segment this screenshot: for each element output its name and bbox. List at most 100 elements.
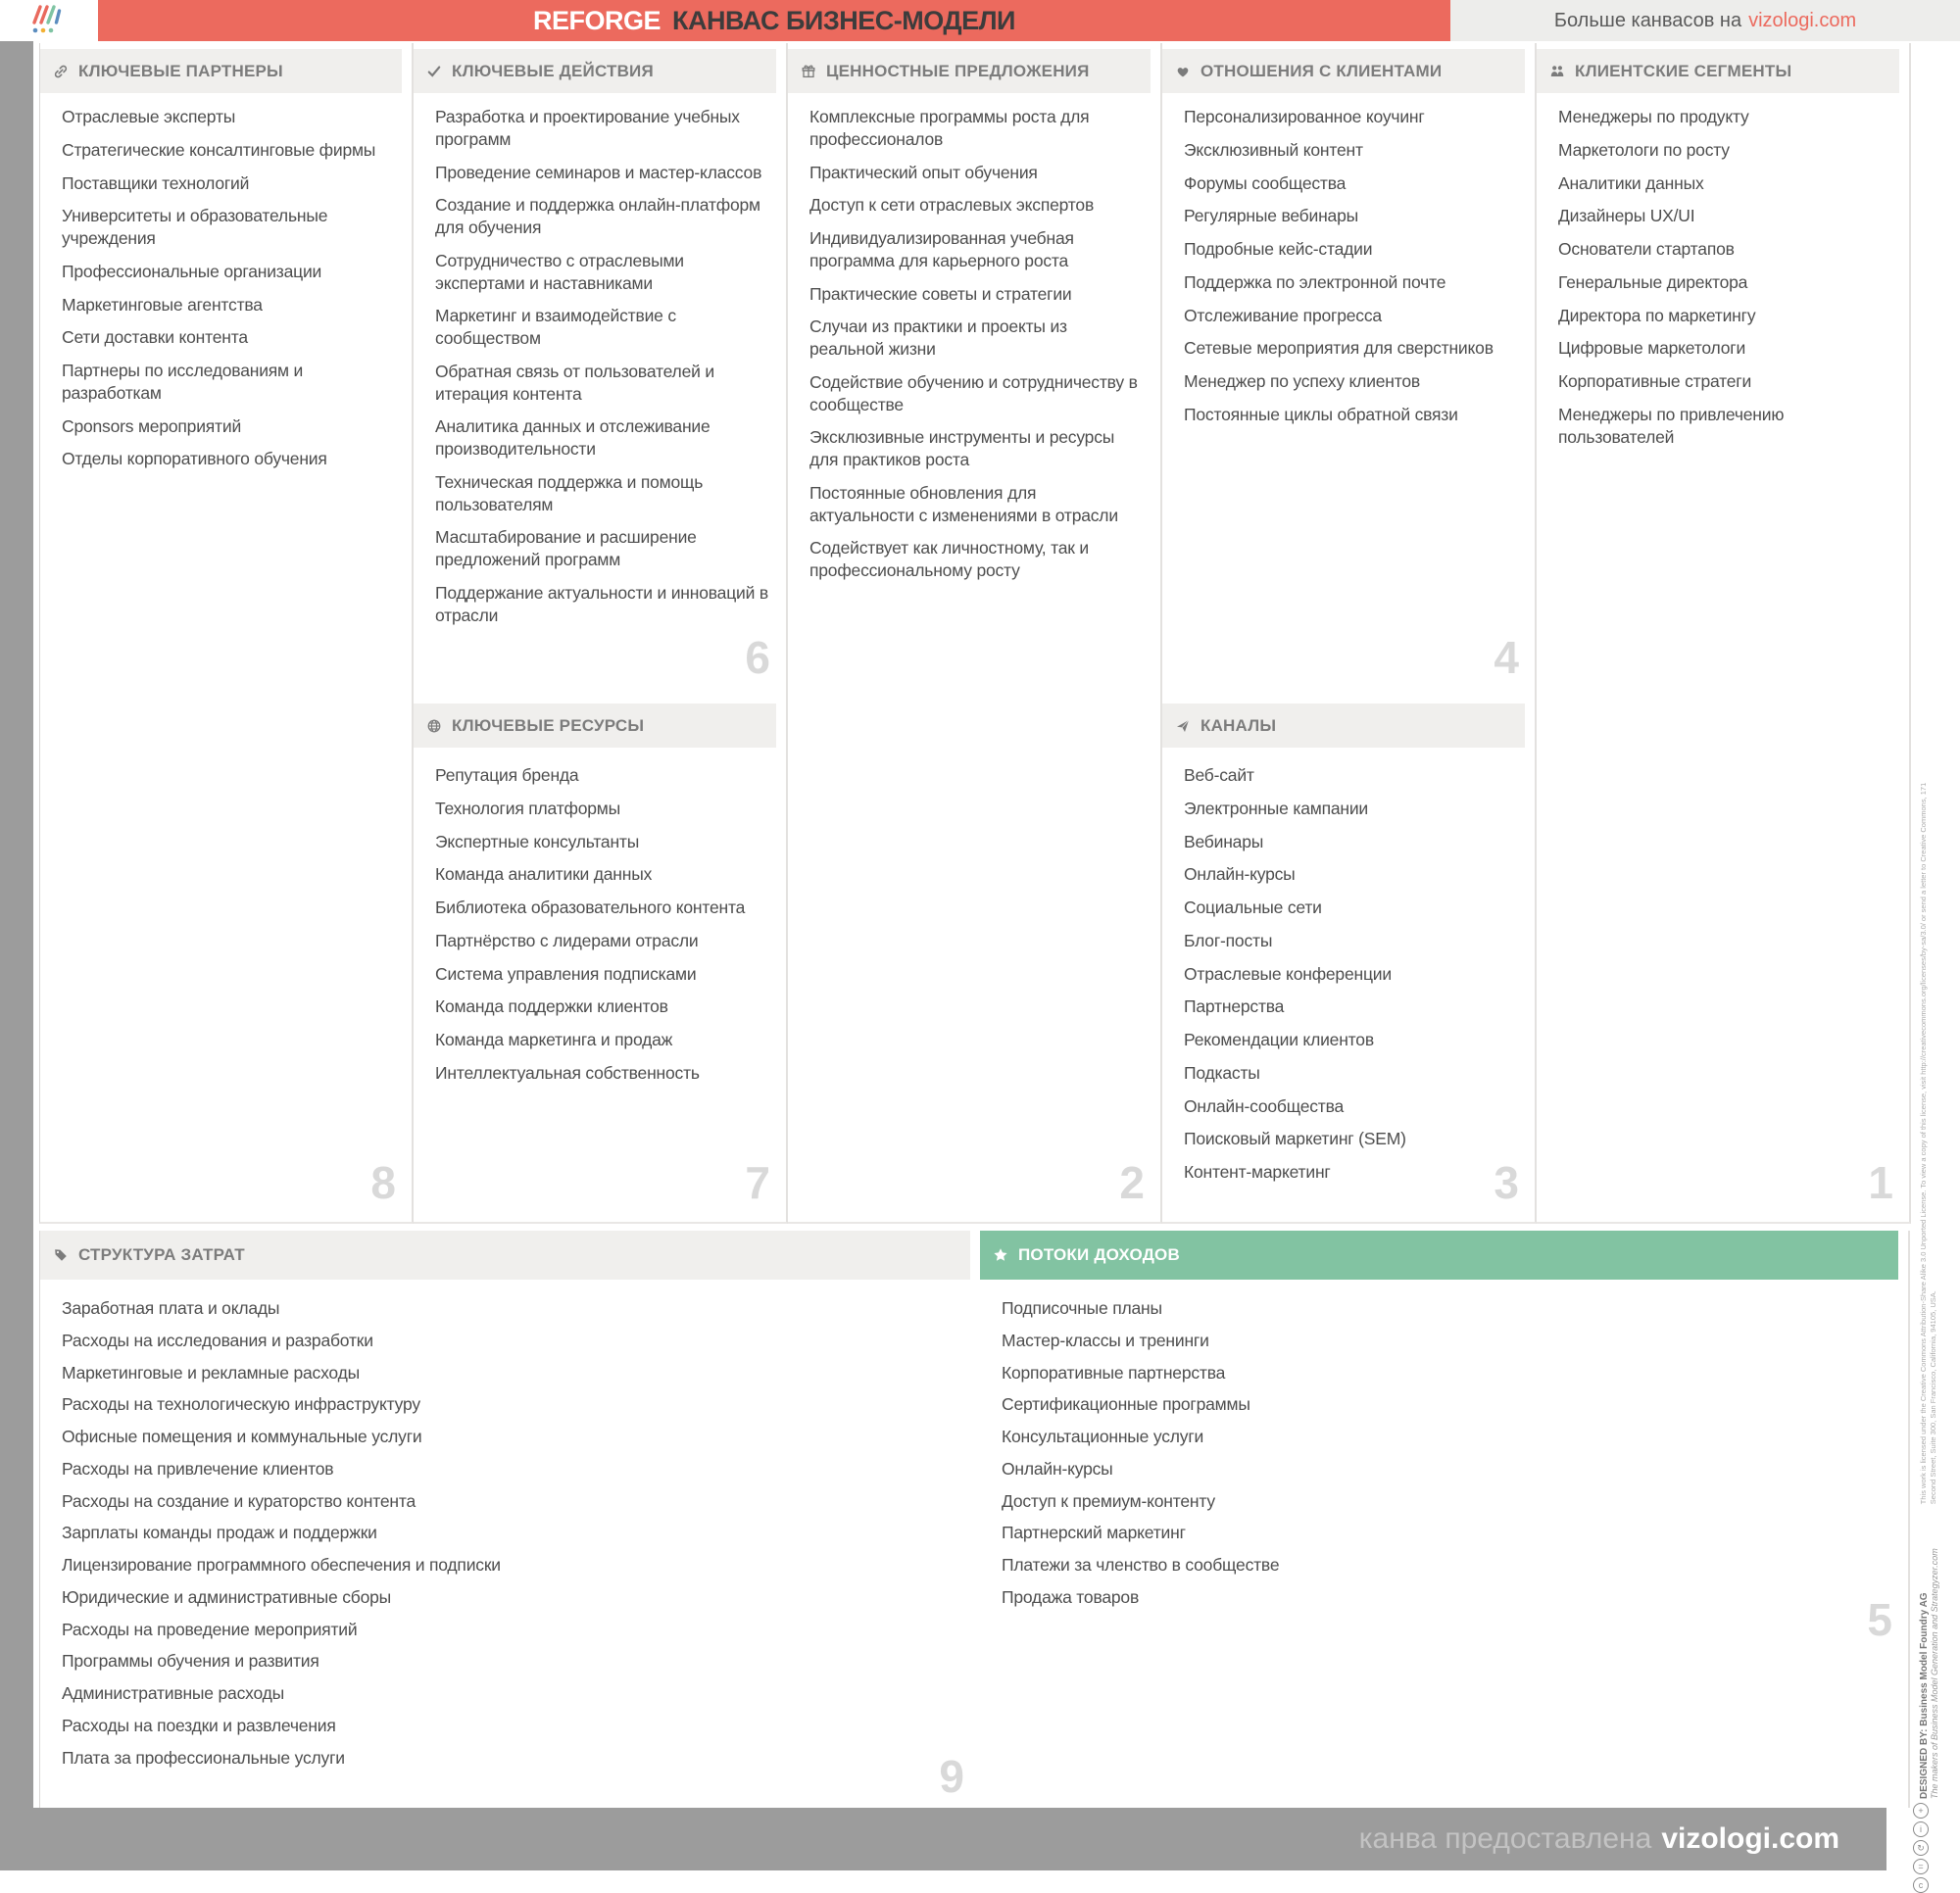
cost-structure-header: СТРУКТУРА ЗАТРАТ [40,1231,970,1280]
section-relationships-channels: ОТНОШЕНИЯ С КЛИЕНТАМИ Персонализированно… [1162,43,1537,1224]
list-item: Партнерский маркетинг [1002,1523,1186,1543]
list-item: Интеллектуальная собственность [435,1062,700,1083]
list-item: Доступ к сети отраслевых экспертов [809,195,1095,216]
list-item: Корпоративные стратеги [1558,371,1752,391]
revenue-streams-list: Подписочные планы Мастер-классы и тренинг… [980,1297,1902,1619]
list-item: Онлайн-сообщества [1184,1095,1345,1116]
list-item: Поддержание актуальности и инноваций в о… [435,582,768,625]
brand-name: REFORGE [533,5,662,35]
list-item: Сотрудничество с отраслевыми экспертами … [435,250,684,293]
list-item: Онлайн-курсы [1184,864,1296,885]
globe-icon [426,718,442,734]
gift-icon [801,64,816,79]
list-item: Расходы на технологическую инфраструктур… [62,1394,420,1415]
list-item: Подробные кейс-стадии [1184,239,1373,259]
customer-relationships-list: Персонализированное коучинг Эксклюзивный … [1162,106,1529,437]
cc-license-icons: + i ↻ = c [1913,1803,1929,1893]
link-icon [53,64,69,79]
cc-copyright-icon: c [1913,1877,1929,1893]
list-item: Создание и поддержка онлайн-платформ для… [435,195,760,237]
list-item: Расходы на исследования и разработки [62,1330,373,1350]
section-number: 5 [1867,1594,1892,1645]
list-item: Маркетологи по росту [1558,139,1730,160]
list-item: Цифровые маркетологи [1558,338,1746,359]
footer-bar: канва предоставлена vizologi.com [0,1808,1886,1870]
section-title: КЛЮЧЕВЫЕ ДЕЙСТВИЯ [452,61,654,80]
list-item: Обратная связь от пользователей и итерац… [435,361,714,404]
section-customer-segments: КЛИЕНТСКИЕ СЕГМЕНТЫ Менеджеры по продукт… [1537,43,1911,1224]
list-item: Поисковый маркетинг (SEM) [1184,1129,1406,1149]
list-item: Рекомендации клиентов [1184,1030,1374,1049]
list-item: Блог-посты [1184,930,1273,950]
section-number: 2 [1119,1157,1145,1208]
section-number: 7 [745,1157,770,1208]
value-propositions-list: Комплексные программы роста для професси… [788,106,1154,593]
customer-segments-list: Менеджеры по продукту Маркетологи по рост… [1537,106,1903,459]
list-item: Команда аналитики данных [435,864,653,885]
section-title: КЛЮЧЕВЫЕ ПАРТНЕРЫ [78,61,283,80]
footer-vizologi-link[interactable]: vizologi.com [1661,1822,1839,1855]
list-item: Система управления подписками [435,963,697,984]
list-item: Расходы на создание и кураторство контен… [62,1490,416,1511]
left-margin-strip [0,41,33,1870]
section-number: 4 [1494,632,1519,683]
key-partners-header: КЛЮЧЕВЫЕ ПАРТНЕРЫ [40,49,402,93]
section-title: ОТНОШЕНИЯ С КЛИЕНТАМИ [1200,61,1443,80]
list-item: Команда поддержки клиентов [435,996,668,1017]
list-item: Регулярные вебинары [1184,206,1358,226]
license-attribution: DESIGNED BY: Business Model Foundry AG T… [1919,329,1939,1799]
list-item: Партнеры по исследованиям и разработкам [62,361,304,403]
designed-by-block: DESIGNED BY: Business Model Foundry AG T… [1919,1548,1939,1799]
key-partners-list: Отраслевые эксперты Стратегические консал… [40,106,406,481]
list-item: Основатели стартапов [1558,239,1735,259]
list-item: Аналитика данных и отслеживание производ… [435,416,710,459]
list-item: Дизайнеры UX/UI [1558,206,1695,226]
list-item: Команда маркетинга и продаж [435,1030,673,1049]
list-item: Отраслевые эксперты [62,107,236,126]
list-item: Директора по маркетингу [1558,305,1756,325]
list-item: Подписочные планы [1002,1298,1162,1318]
revenue-streams-header: ПОТОКИ ДОХОДОВ [980,1231,1898,1280]
section-key-activities-resources: КЛЮЧЕВЫЕ ДЕЙСТВИЯ Разработка и проектиро… [414,43,788,1224]
list-item: Подкасты [1184,1062,1260,1083]
list-item: Отраслевые конференции [1184,963,1392,984]
list-item: Случаи из практики и проекты из реальной… [809,316,1067,359]
designed-by-text: DESIGNED BY: Business Model Foundry AG [1919,1592,1930,1799]
section-number: 3 [1494,1157,1519,1208]
list-item: Cponsors мероприятий [62,415,242,436]
list-item: Маркетинговые агентства [62,294,263,315]
customer-segments-header: КЛИЕНТСКИЕ СЕГМЕНТЫ [1537,49,1899,93]
list-item: Маркетинг и взаимодействие с сообществом [435,306,676,348]
list-item: Содействует как личностному, так и профе… [809,538,1089,580]
footer-text: канва предоставлена [1358,1822,1652,1855]
list-item: Партнёрство с лидерами отрасли [435,930,699,950]
channels-list: Веб-сайт Электронные кампании Вебинары Онла… [1162,764,1529,1194]
list-item: Постоянные циклы обратной связи [1184,404,1458,424]
section-key-partners: КЛЮЧЕВЫЕ ПАРТНЕРЫ Отраслевые эксперты Стр… [39,43,414,1224]
key-resources-list: Репутация бренда Технология платформы Эксп… [414,764,780,1095]
list-item: Отслеживание прогресса [1184,305,1382,325]
section-revenue-streams: ПОТОКИ ДОХОДОВ Подписочные планы Мастер-к… [980,1231,1910,1808]
list-item: Библиотека образовательного контента [435,898,746,917]
list-item: Платежи за членство в сообществе [1002,1555,1280,1575]
channels-header: КАНАЛЫ [1162,704,1525,748]
list-item: Расходы на проведение мероприятий [62,1619,358,1639]
list-item: Консультационные услуги [1002,1427,1204,1446]
section-number: 8 [370,1157,396,1208]
cc-share-alike-icon: ↻ [1913,1840,1929,1856]
section-cost-structure: СТРУКТУРА ЗАТРАТ Заработная плата и окла… [39,1231,980,1808]
section-title: ЦЕННОСТНЫЕ ПРЕДЛОЖЕНИЯ [826,61,1090,80]
list-item: Онлайн-курсы [1002,1458,1113,1479]
list-item: Менеджер по успеху клиентов [1184,371,1421,391]
title-bar: REFORGE КАНВАС БИЗНЕС-МОДЕЛИ [98,0,1450,41]
section-title: КАНАЛЫ [1200,715,1277,735]
heart-icon [1175,64,1191,79]
list-item: Доступ к премиум-контенту [1002,1490,1215,1511]
vizologi-link[interactable]: vizologi.com [1748,9,1857,31]
list-item: Маркетинговые и рекламные расходы [62,1362,360,1383]
list-item: Аналитики данных [1558,172,1704,193]
paper-plane-icon [1175,718,1191,734]
list-item: Поддержка по электронной почте [1184,271,1446,292]
list-item: Университеты и образовательные учреждени… [62,206,328,248]
tag-icon [53,1247,69,1263]
